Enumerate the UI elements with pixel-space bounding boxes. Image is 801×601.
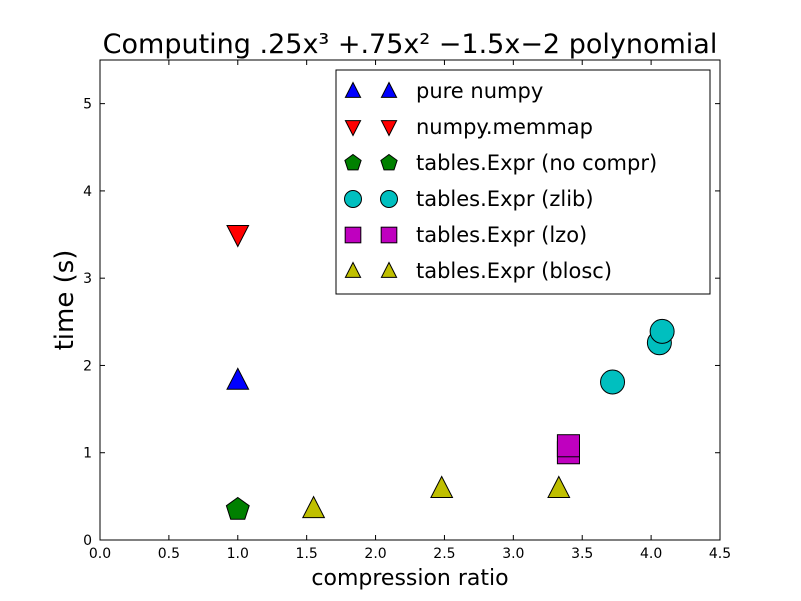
legend-label: tables.Expr (no compr) [416,151,657,175]
legend-label: numpy.memmap [416,115,593,139]
legend-marker [380,261,398,278]
y-tick-label: 5 [83,97,92,113]
chart-title: Computing .25x³ +.75x² −1.5x−2 polynomia… [103,29,718,60]
data-point [556,434,580,458]
legend-frame [335,69,711,295]
data-points [225,225,675,520]
legend-marker [344,190,362,208]
y-tick-label: 4 [83,184,92,200]
x-tick-label: 2.0 [364,546,386,562]
y-tick-label: 3 [83,271,92,287]
legend-marker [344,120,362,137]
x-tick-label: 0.0 [89,546,111,562]
x-axis-label: compression ratio [311,566,508,591]
legend-marker [380,120,398,137]
legend-label: tables.Expr (blosc) [416,259,612,283]
legend-marker [380,190,398,208]
legend-marker [344,81,362,98]
y-axis-label: time (s) [50,250,80,351]
legend-marker [380,153,398,171]
x-tick-label: 0.5 [158,546,180,562]
legend: pure numpy numpy.memmap tables.Expr (no co… [335,69,711,295]
x-tick-label: 1.5 [296,546,318,562]
x-tick-label: 2.5 [433,546,455,562]
data-point [547,475,571,498]
legend-label: tables.Expr (lzo) [416,223,587,247]
legend-marker [344,261,362,278]
legend-marker [344,226,362,244]
legend-label: pure numpy [416,79,543,103]
axis-ticks: 0.0 0.5 1.0 1.5 2.0 2.5 3.0 3.5 4.0 4.5 0 1 2 3 4 5 [83,60,731,562]
legend-marker [380,81,398,98]
x-tick-label: 1.0 [227,546,249,562]
data-point [600,369,626,395]
y-tick-label: 0 [83,533,92,549]
x-tick-label: 3.0 [502,546,524,562]
data-point [301,495,326,519]
data-point [226,225,250,248]
x-tick-label: 3.5 [571,546,593,562]
x-tick-label: 4.5 [709,546,731,562]
data-point [226,367,250,390]
y-tick-label: 1 [83,446,92,462]
x-tick-label: 4.0 [640,546,662,562]
legend-label: tables.Expr (zlib) [416,187,594,211]
legend-marker [380,226,398,244]
data-point [430,475,454,498]
legend-marker [344,153,362,171]
data-point [649,318,675,344]
y-tick-label: 2 [83,358,92,374]
data-point [225,496,250,520]
